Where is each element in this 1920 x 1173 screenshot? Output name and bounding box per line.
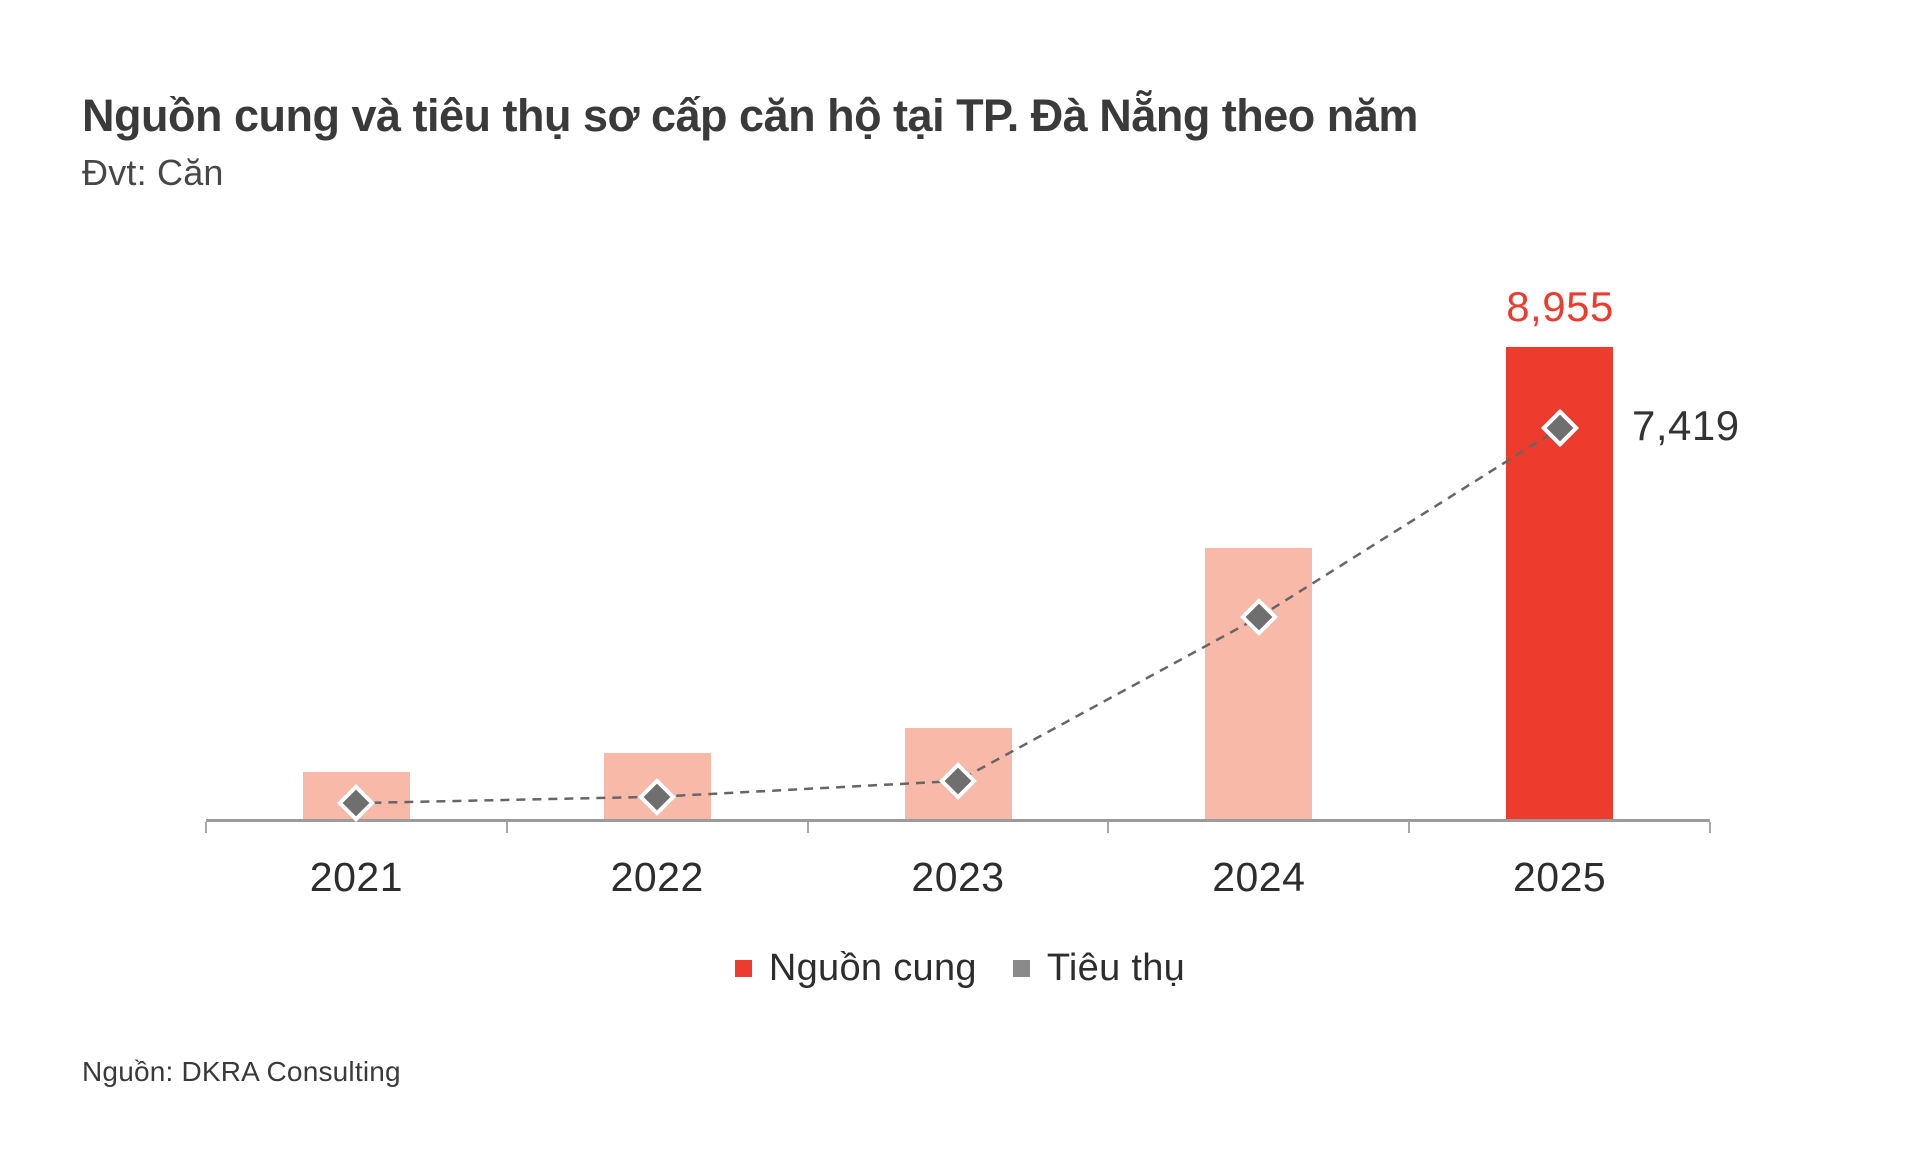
chart-unit-label: Đvt: Căn — [82, 152, 224, 193]
axis-tick — [1107, 822, 1110, 833]
x-label-2024: 2024 — [1212, 854, 1306, 900]
consumption-swatch-icon — [1012, 959, 1030, 977]
legend: Nguồn cung Tiêu thụ — [0, 938, 1920, 998]
x-label-2021: 2021 — [309, 854, 403, 900]
axis-tick — [1408, 822, 1411, 833]
axis-tick — [806, 822, 809, 833]
axis-tick — [1709, 822, 1711, 833]
axis-tick — [205, 822, 207, 833]
axis-tick — [505, 822, 508, 833]
data-label-supply-2025: 8,955 — [1506, 283, 1614, 330]
chart-title: Nguồn cung và tiêu thụ sơ cấp căn hộ tại… — [82, 90, 1418, 141]
x-label-2025: 2025 — [1512, 854, 1607, 900]
supply-swatch-icon — [734, 959, 752, 977]
x-axis-line — [206, 819, 1710, 822]
bar-2024 — [1205, 547, 1313, 820]
source-note: Nguồn: DKRA Consulting — [82, 1056, 401, 1087]
legend-item-supply: Nguồn cung — [734, 946, 977, 990]
legend-label-consumption: Tiêu thụ — [1046, 946, 1186, 989]
legend-label-supply: Nguồn cung — [768, 946, 977, 989]
x-label-2022: 2022 — [610, 854, 704, 900]
legend-item-consumption: Tiêu thụ — [1012, 946, 1186, 990]
x-label-2023: 2023 — [911, 854, 1005, 900]
data-label-consumption-2025: 7,419 — [1632, 402, 1740, 449]
